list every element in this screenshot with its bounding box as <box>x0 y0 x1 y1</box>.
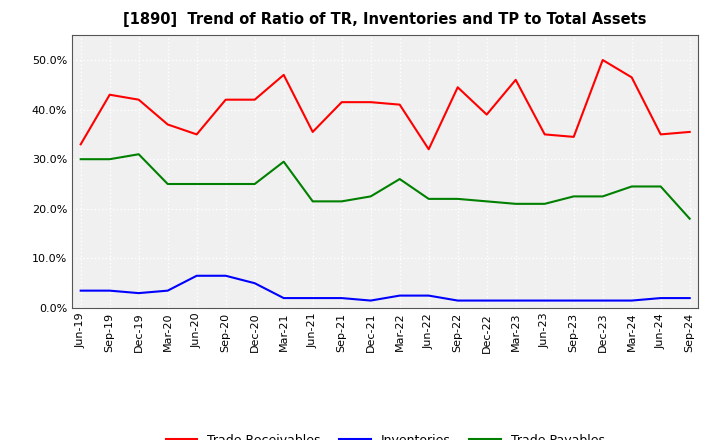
Trade Receivables <box>482 112 491 117</box>
Trade Payables <box>454 196 462 202</box>
Title: [1890]  Trend of Ratio of TR, Inventories and TP to Total Assets: [1890] Trend of Ratio of TR, Inventories… <box>123 12 647 27</box>
Trade Payables <box>251 181 259 187</box>
Trade Payables <box>685 216 694 221</box>
Inventories <box>598 298 607 303</box>
Trade Payables <box>135 152 143 157</box>
Trade Receivables <box>570 134 578 139</box>
Trade Receivables <box>541 132 549 137</box>
Inventories <box>308 295 317 301</box>
Trade Receivables <box>221 97 230 103</box>
Inventories <box>338 295 346 301</box>
Inventories <box>424 293 433 298</box>
Inventories <box>366 298 375 303</box>
Trade Payables <box>598 194 607 199</box>
Trade Receivables <box>627 75 636 80</box>
Inventories <box>511 298 520 303</box>
Inventories <box>251 281 259 286</box>
Inventories <box>279 295 288 301</box>
Trade Payables <box>76 157 85 162</box>
Trade Receivables <box>192 132 201 137</box>
Trade Receivables <box>163 122 172 127</box>
Trade Receivables <box>105 92 114 97</box>
Line: Trade Payables: Trade Payables <box>81 154 690 219</box>
Trade Receivables <box>395 102 404 107</box>
Legend: Trade Receivables, Inventories, Trade Payables: Trade Receivables, Inventories, Trade Pa… <box>161 429 610 440</box>
Trade Receivables <box>279 72 288 77</box>
Trade Receivables <box>366 99 375 105</box>
Trade Payables <box>221 181 230 187</box>
Trade Payables <box>308 199 317 204</box>
Trade Receivables <box>338 99 346 105</box>
Inventories <box>685 295 694 301</box>
Trade Payables <box>570 194 578 199</box>
Trade Payables <box>424 196 433 202</box>
Trade Receivables <box>424 147 433 152</box>
Trade Receivables <box>685 129 694 135</box>
Trade Receivables <box>511 77 520 82</box>
Line: Trade Receivables: Trade Receivables <box>81 60 690 149</box>
Inventories <box>105 288 114 293</box>
Trade Payables <box>511 201 520 206</box>
Trade Payables <box>366 194 375 199</box>
Line: Inventories: Inventories <box>81 276 690 301</box>
Trade Payables <box>279 159 288 164</box>
Trade Receivables <box>657 132 665 137</box>
Inventories <box>76 288 85 293</box>
Trade Payables <box>338 199 346 204</box>
Inventories <box>657 295 665 301</box>
Inventories <box>482 298 491 303</box>
Trade Receivables <box>454 84 462 90</box>
Inventories <box>570 298 578 303</box>
Trade Payables <box>105 157 114 162</box>
Trade Payables <box>395 176 404 182</box>
Trade Payables <box>657 184 665 189</box>
Trade Payables <box>627 184 636 189</box>
Trade Payables <box>541 201 549 206</box>
Trade Receivables <box>598 57 607 62</box>
Trade Receivables <box>308 129 317 135</box>
Trade Payables <box>163 181 172 187</box>
Inventories <box>627 298 636 303</box>
Inventories <box>192 273 201 279</box>
Trade Payables <box>482 199 491 204</box>
Inventories <box>163 288 172 293</box>
Inventories <box>221 273 230 279</box>
Inventories <box>395 293 404 298</box>
Trade Receivables <box>135 97 143 103</box>
Trade Receivables <box>76 142 85 147</box>
Inventories <box>541 298 549 303</box>
Inventories <box>135 290 143 296</box>
Inventories <box>454 298 462 303</box>
Trade Receivables <box>251 97 259 103</box>
Trade Payables <box>192 181 201 187</box>
